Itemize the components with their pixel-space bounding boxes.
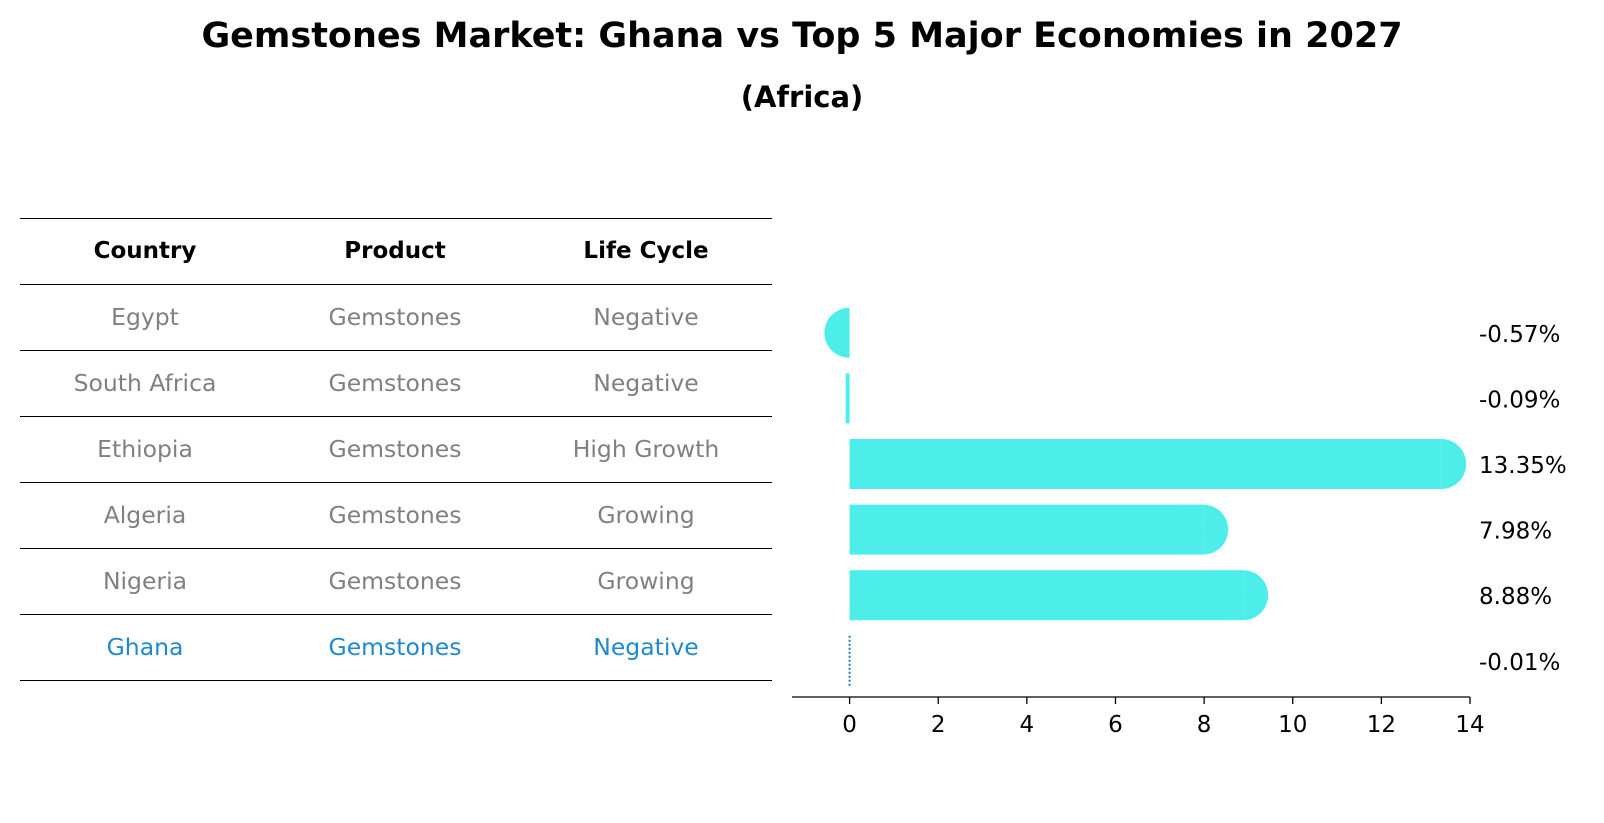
- bar: [849, 439, 1442, 489]
- bar: [849, 504, 1204, 555]
- cell-life-cycle: Growing: [597, 567, 695, 595]
- bar-value-label: 7.98%: [1479, 519, 1552, 545]
- x-tick-label: 2: [931, 712, 946, 738]
- header-life-cycle: Life Cycle: [583, 238, 709, 264]
- table-rule: [20, 350, 772, 351]
- cell-product: Gemstones: [328, 369, 462, 397]
- cell-life-cycle: Growing: [597, 501, 695, 529]
- cell-product: Gemstones: [328, 567, 462, 595]
- x-tick-label: 14: [1455, 712, 1484, 738]
- cell-life-cycle: High Growth: [572, 435, 720, 463]
- cell-country: Ghana: [106, 633, 184, 661]
- cell-country: Algeria: [103, 501, 187, 529]
- chart-title: Gemstones Market: Ghana vs Top 5 Major E…: [201, 16, 1403, 56]
- cell-country: South Africa: [73, 369, 217, 397]
- bar-value-label: -0.57%: [1479, 322, 1560, 348]
- bar-cap-fill: [1218, 570, 1244, 621]
- table-header-row: Country Product Life Cycle: [20, 218, 772, 284]
- chart-subtitle: (Africa): [740, 80, 864, 114]
- x-tick-label: 6: [1108, 712, 1123, 738]
- table-rule: [20, 614, 772, 615]
- x-tick-label: 12: [1367, 712, 1396, 738]
- table-row: Nigeria Gemstones Growing: [20, 548, 772, 614]
- header-country: Country: [93, 238, 197, 264]
- table-row: Egypt Gemstones Negative: [20, 284, 772, 350]
- table-rule: [20, 218, 772, 219]
- x-tick-label: 0: [842, 712, 857, 738]
- table-row: Algeria Gemstones Growing: [20, 482, 772, 548]
- table-rule: [20, 680, 772, 681]
- bar: [824, 307, 850, 358]
- bar: [845, 373, 850, 424]
- cell-life-cycle: Negative: [593, 369, 699, 397]
- table-rule: [20, 284, 772, 285]
- table-row: South Africa Gemstones Negative: [20, 350, 772, 416]
- bar-cap-fill: [1178, 504, 1204, 555]
- header-product: Product: [344, 238, 446, 264]
- cell-product: Gemstones: [328, 303, 462, 331]
- x-tick-label: 8: [1197, 712, 1212, 738]
- cell-product: Gemstones: [328, 501, 462, 529]
- cell-product: Gemstones: [328, 633, 462, 661]
- bar: [849, 570, 1244, 621]
- cell-product: Gemstones: [328, 435, 462, 463]
- bar-cap-fill: [1416, 439, 1442, 489]
- x-tick-label: 4: [1020, 712, 1035, 738]
- table-row-highlighted: Ghana Gemstones Negative: [20, 614, 772, 680]
- bar-value-label: -0.09%: [1479, 387, 1560, 413]
- cell-life-cycle: Negative: [593, 303, 699, 331]
- table-rule: [20, 482, 772, 483]
- cell-country: Egypt: [111, 303, 179, 331]
- bar-cap: [1441, 439, 1467, 489]
- cell-country: Ethiopia: [97, 435, 193, 463]
- x-tick-label: 10: [1278, 712, 1307, 738]
- bar-cap: [1243, 570, 1269, 621]
- table-rule: [20, 416, 772, 417]
- bar-value-label: -0.01%: [1479, 650, 1560, 676]
- bar-value-label: 8.88%: [1479, 584, 1552, 610]
- cell-life-cycle: Negative: [593, 633, 699, 661]
- bar-cap: [1203, 504, 1229, 555]
- cell-country: Nigeria: [102, 567, 188, 595]
- table-rule: [20, 548, 772, 549]
- table-row: Ethiopia Gemstones High Growth: [20, 416, 772, 482]
- bar-value-label: 13.35%: [1479, 453, 1567, 479]
